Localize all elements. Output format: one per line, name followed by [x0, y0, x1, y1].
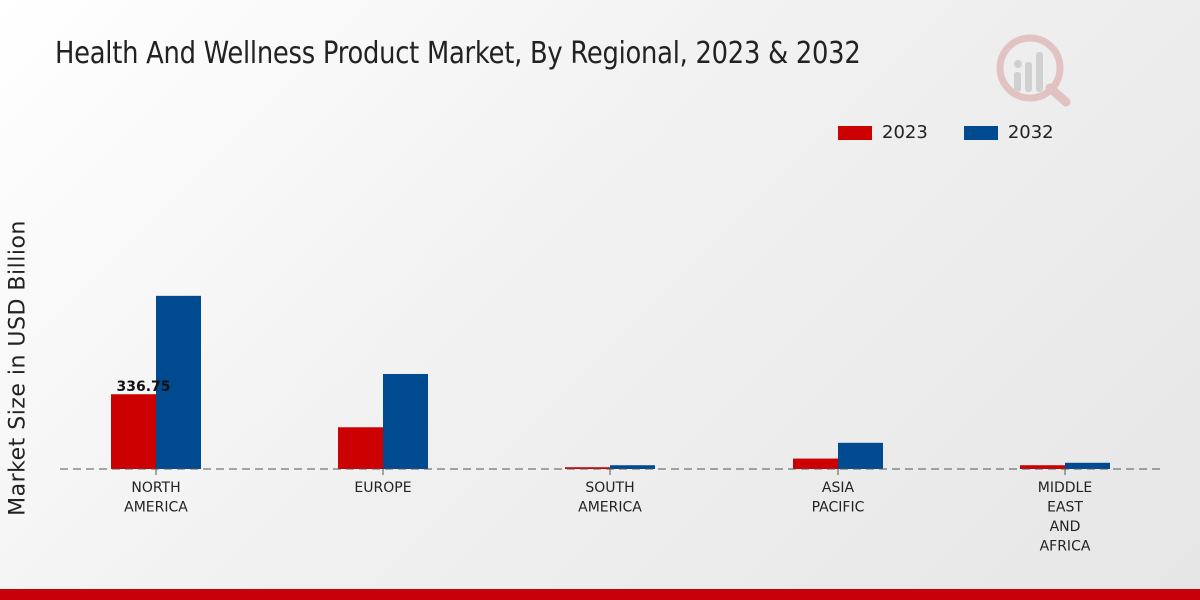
- bar-2023-0: [111, 394, 156, 469]
- x-tick-label-2-0: SOUTH: [585, 480, 634, 496]
- bar-2032-2: [610, 465, 655, 469]
- legend-swatch-2032: [963, 125, 998, 140]
- x-tick-label-4-2: AND: [1050, 519, 1081, 535]
- legend-label-2032: 2032: [1007, 122, 1054, 143]
- chart-title: Health And Wellness Product Market, By R…: [55, 36, 861, 71]
- legend-item-2023: 2023: [838, 122, 928, 143]
- bar-2023-1: [338, 427, 383, 469]
- x-tick-label-1-0: EUROPE: [354, 480, 411, 496]
- x-tick-label-4-3: AFRICA: [1040, 539, 1091, 555]
- x-tick-label-4-0: MIDDLE: [1038, 480, 1092, 496]
- legend-item-2032: 2032: [963, 122, 1054, 143]
- legend-swatch-2023: [838, 125, 872, 140]
- footer-bar: [0, 589, 1200, 600]
- x-tick-label-0-0: NORTH: [131, 480, 180, 496]
- bar-2023-4: [1020, 465, 1065, 469]
- data-label-0: 336.75: [116, 379, 170, 395]
- x-tick-label-3-1: PACIFIC: [812, 500, 865, 516]
- bar-2032-0: [156, 295, 201, 469]
- bar-2032-1: [383, 373, 428, 469]
- x-tick-label-3-0: ASIA: [822, 480, 855, 496]
- bar-2032-3: [838, 442, 883, 469]
- x-tick-label-4-1: EAST: [1047, 500, 1083, 516]
- bar-2023-3: [793, 458, 838, 469]
- chart-legend: 2023 2032: [838, 122, 1090, 143]
- x-tick-label-0-1: AMERICA: [124, 500, 188, 516]
- brand-logo-icon: [996, 34, 1071, 107]
- x-tick-label-2-1: AMERICA: [578, 500, 642, 516]
- bar-2023-2: [565, 467, 610, 469]
- legend-label-2023: 2023: [882, 122, 928, 143]
- bar-2032-4: [1065, 462, 1110, 469]
